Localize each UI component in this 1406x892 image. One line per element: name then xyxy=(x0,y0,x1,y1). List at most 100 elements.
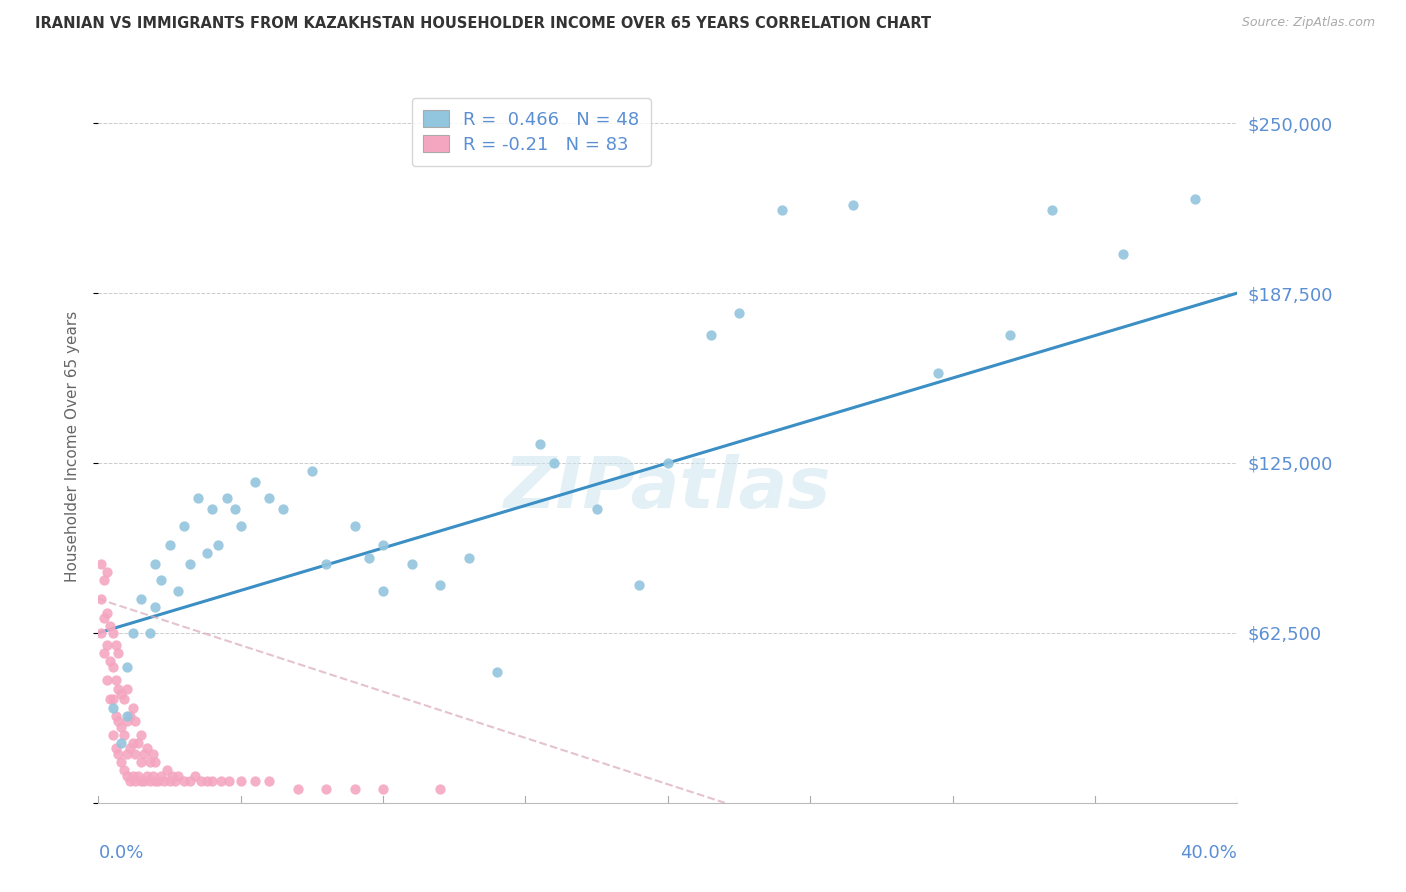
Point xyxy=(173,774,195,789)
Point xyxy=(129,774,152,789)
Point xyxy=(118,741,141,756)
Point xyxy=(373,583,395,598)
Legend: R =  0.466   N = 48, R = -0.21   N = 83: R = 0.466 N = 48, R = -0.21 N = 83 xyxy=(412,98,651,166)
Point xyxy=(98,655,121,669)
Point xyxy=(138,774,160,789)
Point xyxy=(187,491,209,506)
Point xyxy=(112,763,135,777)
Point xyxy=(135,769,157,783)
Point xyxy=(104,673,127,688)
Point xyxy=(179,774,201,789)
Point xyxy=(657,456,679,470)
Point xyxy=(243,774,266,789)
Point xyxy=(195,774,218,789)
Point xyxy=(195,546,218,560)
Point xyxy=(101,728,124,742)
Point xyxy=(127,769,149,783)
Point xyxy=(457,551,479,566)
Point xyxy=(301,464,323,478)
Point xyxy=(401,557,423,571)
Point xyxy=(141,769,163,783)
Text: ZIPatlas: ZIPatlas xyxy=(505,454,831,524)
Point xyxy=(357,551,380,566)
Point xyxy=(165,774,187,789)
Point xyxy=(90,591,112,606)
Point xyxy=(145,755,167,769)
Text: 0.0%: 0.0% xyxy=(98,845,143,863)
Point xyxy=(215,491,238,506)
Point xyxy=(145,557,167,571)
Point xyxy=(209,774,232,789)
Point xyxy=(201,774,224,789)
Point xyxy=(98,692,121,706)
Point xyxy=(129,728,152,742)
Point xyxy=(93,611,115,625)
Text: 40.0%: 40.0% xyxy=(1181,845,1237,863)
Point xyxy=(104,638,127,652)
Point xyxy=(124,774,146,789)
Point xyxy=(110,736,132,750)
Point xyxy=(218,774,240,789)
Point xyxy=(229,518,252,533)
Point xyxy=(728,306,751,320)
Point xyxy=(159,774,181,789)
Point xyxy=(129,755,152,769)
Y-axis label: Householder Income Over 65 years: Householder Income Over 65 years xyxy=(65,310,80,582)
Point xyxy=(150,573,173,587)
Point xyxy=(224,502,246,516)
Point xyxy=(96,565,118,579)
Point xyxy=(429,782,451,797)
Point xyxy=(101,626,124,640)
Point xyxy=(145,600,167,615)
Point xyxy=(770,203,793,218)
Point xyxy=(150,769,173,783)
Point xyxy=(148,774,170,789)
Point xyxy=(115,769,138,783)
Point xyxy=(118,708,141,723)
Point xyxy=(138,626,160,640)
Point xyxy=(190,774,212,789)
Point xyxy=(173,518,195,533)
Point xyxy=(141,747,163,761)
Point xyxy=(315,557,337,571)
Point xyxy=(259,491,281,506)
Point xyxy=(1040,203,1063,218)
Point xyxy=(373,782,395,797)
Point xyxy=(343,782,366,797)
Point xyxy=(135,741,157,756)
Point xyxy=(115,747,138,761)
Point xyxy=(201,502,224,516)
Point xyxy=(115,660,138,674)
Point xyxy=(110,687,132,701)
Point xyxy=(1112,246,1135,260)
Point xyxy=(107,714,129,729)
Point xyxy=(842,198,865,212)
Point xyxy=(156,763,179,777)
Point xyxy=(207,537,229,551)
Point xyxy=(93,646,115,660)
Point xyxy=(315,782,337,797)
Point xyxy=(1184,192,1206,206)
Point xyxy=(104,708,127,723)
Point xyxy=(98,619,121,633)
Point xyxy=(243,475,266,489)
Point xyxy=(229,774,252,789)
Point xyxy=(101,692,124,706)
Point xyxy=(998,328,1021,343)
Point xyxy=(104,741,127,756)
Point xyxy=(101,660,124,674)
Point xyxy=(90,626,112,640)
Point xyxy=(112,728,135,742)
Point xyxy=(132,774,155,789)
Point xyxy=(132,747,155,761)
Point xyxy=(699,328,721,343)
Text: Source: ZipAtlas.com: Source: ZipAtlas.com xyxy=(1241,16,1375,29)
Point xyxy=(124,747,146,761)
Point xyxy=(145,774,167,789)
Point xyxy=(127,736,149,750)
Point xyxy=(96,673,118,688)
Point xyxy=(110,720,132,734)
Point xyxy=(121,736,143,750)
Point xyxy=(529,437,551,451)
Point xyxy=(162,769,184,783)
